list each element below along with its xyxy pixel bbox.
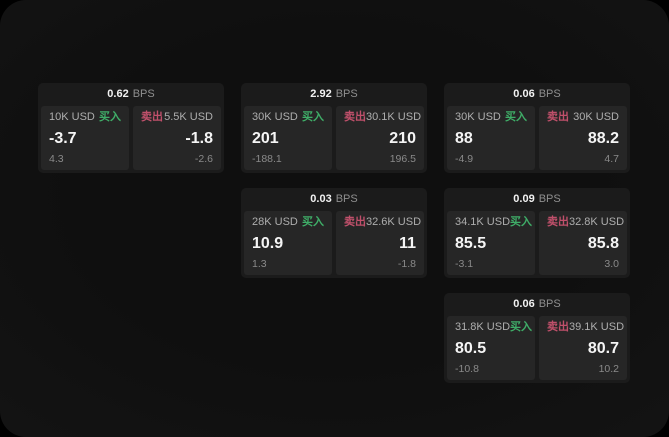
sell-amount: 39.1K USD bbox=[569, 321, 625, 333]
bps-value: 0.06 bbox=[513, 88, 535, 100]
sell-change: -1.8 bbox=[397, 257, 416, 270]
quote-card: 0.06 BPS 30K USD 买入 88 -4.9 卖出 30K USD bbox=[444, 83, 630, 173]
sell-amount: 30K USD bbox=[573, 111, 619, 123]
bps-unit-label: BPS bbox=[538, 298, 561, 310]
quote-cards-grid: 0.62 BPS 10K USD 买入 -3.7 4.3 卖出 5.5K USD bbox=[38, 83, 630, 383]
sell-change: 10.2 bbox=[598, 362, 619, 375]
buy-amount: 10K USD bbox=[49, 111, 95, 123]
sell-panel[interactable]: 卖出 5.5K USD -1.8 -2.6 bbox=[133, 106, 221, 170]
sell-amount: 32.8K USD bbox=[569, 216, 625, 228]
buy-panel[interactable]: 28K USD 买入 10.9 1.3 bbox=[244, 211, 332, 275]
sell-change: 4.7 bbox=[604, 152, 619, 165]
buy-panel[interactable]: 31.8K USD 买入 80.5 -10.8 bbox=[447, 316, 535, 380]
panels: 10K USD 买入 -3.7 4.3 卖出 5.5K USD -1.8 -2.… bbox=[41, 106, 221, 170]
sell-label: 卖出 bbox=[141, 111, 163, 123]
panels: 30K USD 买入 201 -188.1 卖出 30.1K USD 210 1… bbox=[244, 106, 424, 170]
sell-price: -1.8 bbox=[185, 129, 213, 147]
sell-change: 3.0 bbox=[604, 257, 619, 270]
sell-label: 卖出 bbox=[344, 216, 366, 228]
quote-card: 0.62 BPS 10K USD 买入 -3.7 4.3 卖出 5.5K USD bbox=[38, 83, 224, 173]
buy-change: -188.1 bbox=[252, 152, 282, 165]
bps-unit-label: BPS bbox=[335, 193, 358, 205]
sell-label: 卖出 bbox=[547, 216, 569, 228]
sell-amount: 30.1K USD bbox=[366, 111, 422, 123]
sell-price: 85.8 bbox=[587, 234, 619, 252]
bps-value: 0.06 bbox=[513, 298, 535, 310]
sell-label: 卖出 bbox=[344, 111, 366, 123]
buy-amount: 30K USD bbox=[252, 111, 298, 123]
quote-card: 0.09 BPS 34.1K USD 买入 85.5 -3.1 卖出 32.8K… bbox=[444, 188, 630, 278]
buy-label: 买入 bbox=[99, 111, 121, 123]
card-header: 0.06 BPS bbox=[444, 293, 630, 316]
buy-panel[interactable]: 30K USD 买入 88 -4.9 bbox=[447, 106, 535, 170]
bps-unit-label: BPS bbox=[335, 88, 358, 100]
card-header: 0.09 BPS bbox=[444, 188, 630, 211]
panels: 30K USD 买入 88 -4.9 卖出 30K USD 88.2 4.7 bbox=[447, 106, 627, 170]
bps-value: 0.03 bbox=[310, 193, 332, 205]
sell-label: 卖出 bbox=[547, 321, 569, 333]
buy-change: -4.9 bbox=[455, 152, 474, 165]
card-header: 0.03 BPS bbox=[241, 188, 427, 211]
bps-value: 2.92 bbox=[310, 88, 332, 100]
bps-value: 0.62 bbox=[107, 88, 129, 100]
buy-label: 买入 bbox=[302, 111, 324, 123]
sell-amount: 5.5K USD bbox=[164, 111, 213, 123]
buy-panel[interactable]: 30K USD 买入 201 -188.1 bbox=[244, 106, 332, 170]
quote-card: 0.06 BPS 31.8K USD 买入 80.5 -10.8 卖出 39.1… bbox=[444, 293, 630, 383]
buy-label: 买入 bbox=[510, 216, 533, 228]
buy-change: 1.3 bbox=[252, 257, 267, 270]
buy-amount: 30K USD bbox=[455, 111, 501, 123]
buy-price: 85.5 bbox=[455, 234, 487, 252]
card-header: 0.62 BPS bbox=[38, 83, 224, 106]
buy-amount: 34.1K USD bbox=[455, 216, 511, 228]
sell-panel[interactable]: 卖出 32.8K USD 85.8 3.0 bbox=[539, 211, 627, 275]
sell-label: 卖出 bbox=[547, 111, 569, 123]
card-header: 0.06 BPS bbox=[444, 83, 630, 106]
buy-label: 买入 bbox=[510, 321, 533, 333]
buy-price: 201 bbox=[252, 129, 279, 147]
buy-panel[interactable]: 34.1K USD 买入 85.5 -3.1 bbox=[447, 211, 535, 275]
sell-price: 88.2 bbox=[587, 129, 619, 147]
quote-card: 0.03 BPS 28K USD 买入 10.9 1.3 卖出 32.6K US… bbox=[241, 188, 427, 278]
sell-change: 196.5 bbox=[389, 152, 416, 165]
buy-change: 4.3 bbox=[49, 152, 64, 165]
sell-change: -2.6 bbox=[194, 152, 213, 165]
card-header: 2.92 BPS bbox=[241, 83, 427, 106]
sell-amount: 32.6K USD bbox=[366, 216, 422, 228]
buy-panel[interactable]: 10K USD 买入 -3.7 4.3 bbox=[41, 106, 129, 170]
sell-panel[interactable]: 卖出 32.6K USD 11 -1.8 bbox=[336, 211, 424, 275]
buy-change: -3.1 bbox=[455, 257, 474, 270]
panels: 28K USD 买入 10.9 1.3 卖出 32.6K USD 11 -1.8 bbox=[244, 211, 424, 275]
bps-unit-label: BPS bbox=[538, 193, 561, 205]
sell-price: 210 bbox=[389, 129, 416, 147]
sell-price: 80.7 bbox=[587, 339, 619, 357]
sell-price: 11 bbox=[399, 234, 416, 252]
quote-card: 2.92 BPS 30K USD 买入 201 -188.1 卖出 30.1K … bbox=[241, 83, 427, 173]
panels: 34.1K USD 买入 85.5 -3.1 卖出 32.8K USD 85.8… bbox=[447, 211, 627, 275]
sell-panel[interactable]: 卖出 30.1K USD 210 196.5 bbox=[336, 106, 424, 170]
sell-panel[interactable]: 卖出 39.1K USD 80.7 10.2 bbox=[539, 316, 627, 380]
bps-unit-label: BPS bbox=[538, 88, 561, 100]
buy-amount: 28K USD bbox=[252, 216, 298, 228]
buy-amount: 31.8K USD bbox=[455, 321, 511, 333]
sell-panel[interactable]: 卖出 30K USD 88.2 4.7 bbox=[539, 106, 627, 170]
buy-label: 买入 bbox=[505, 111, 527, 123]
buy-price: 88 bbox=[455, 129, 473, 147]
bps-unit-label: BPS bbox=[132, 88, 155, 100]
buy-price: -3.7 bbox=[49, 129, 77, 147]
buy-price: 80.5 bbox=[455, 339, 487, 357]
panels: 31.8K USD 买入 80.5 -10.8 卖出 39.1K USD 80.… bbox=[447, 316, 627, 380]
buy-change: -10.8 bbox=[455, 362, 479, 375]
buy-price: 10.9 bbox=[252, 234, 284, 252]
buy-label: 买入 bbox=[302, 216, 324, 228]
bps-value: 0.09 bbox=[513, 193, 535, 205]
